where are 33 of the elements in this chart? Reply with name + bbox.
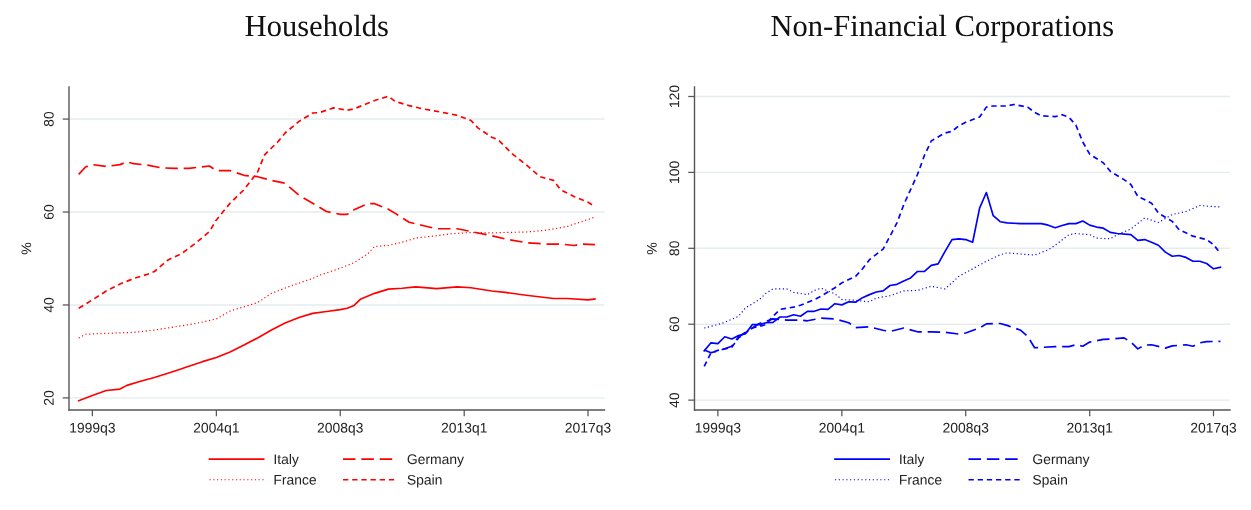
y-axis-title: % xyxy=(21,242,32,255)
line-series xyxy=(703,103,1222,368)
legend-label: France xyxy=(900,475,942,485)
y-tick-label: 100 xyxy=(669,161,680,183)
y-tick-label: 120 xyxy=(669,85,680,108)
y-tick-label: 60 xyxy=(43,204,54,220)
legend-label: Germany xyxy=(1033,454,1090,467)
x-tick-label: 2017q3 xyxy=(1191,422,1237,436)
line-series xyxy=(77,286,596,402)
legend-label: Germany xyxy=(407,454,464,467)
x-tick-label: 2017q3 xyxy=(565,422,611,436)
legend-label: Italy xyxy=(900,453,925,467)
y-tick-label: 60 xyxy=(669,317,680,332)
x-tick-label: 1999q3 xyxy=(695,422,741,436)
legend-label: Spain xyxy=(407,474,442,488)
x-tick-label: 2004q1 xyxy=(193,422,239,436)
legend-label: Italy xyxy=(274,453,299,467)
chart-title: Non-Financial Corporations xyxy=(771,14,1113,43)
x-tick-label: 1999q3 xyxy=(70,422,115,436)
y-tick-label: 40 xyxy=(43,297,54,313)
y-axis-title: % xyxy=(646,242,657,255)
y-tick-label: 20 xyxy=(43,390,54,405)
x-tick-label: 2013q1 xyxy=(1067,422,1113,436)
chart-title: Households xyxy=(245,14,388,37)
y-tick-label: 40 xyxy=(669,392,680,408)
legend-label: Spain xyxy=(1033,474,1068,488)
x-tick-label: 2008q3 xyxy=(943,422,989,436)
y-tick-label: 80 xyxy=(43,111,54,127)
x-tick-label: 2004q1 xyxy=(819,422,865,436)
x-tick-label: 2013q1 xyxy=(441,422,487,436)
x-tick-label: 2008q3 xyxy=(317,422,363,436)
y-tick-label: 80 xyxy=(669,241,680,256)
legend-label: France xyxy=(274,475,316,485)
